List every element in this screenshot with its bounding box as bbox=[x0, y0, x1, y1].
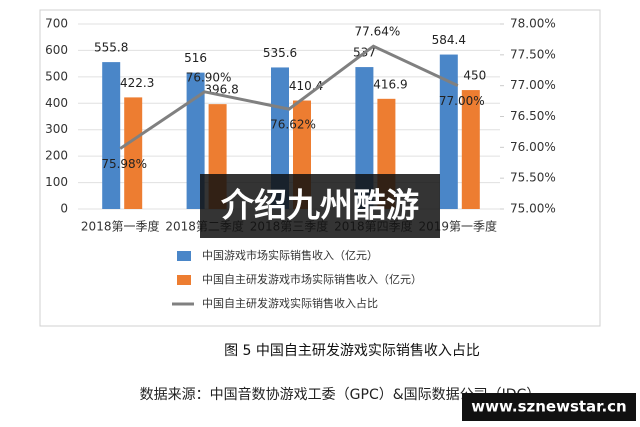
watermark: www.sznewstar.cn bbox=[471, 398, 626, 416]
source: 数据来源：中国音数协游戏工委（GPC）&国际数据公司（IDC） bbox=[140, 386, 541, 403]
line-value-label: 75.98% bbox=[101, 157, 147, 171]
bar bbox=[124, 97, 143, 209]
value-label: 416.9 bbox=[373, 77, 407, 91]
y2-tick-label: 75.00% bbox=[510, 202, 556, 216]
legend-label: 中国自主研发游戏市场实际销售收入（亿元） bbox=[202, 272, 422, 286]
value-label: 422.3 bbox=[120, 76, 154, 90]
line-value-label: 77.64% bbox=[355, 25, 401, 39]
watermark-box bbox=[462, 393, 636, 421]
caption: 图 5 中国自主研发游戏实际销售收入占比 bbox=[224, 343, 480, 359]
y2-tick-label: 75.50% bbox=[510, 171, 556, 185]
value-label: 555.8 bbox=[94, 41, 128, 55]
legend-swatch bbox=[177, 251, 191, 261]
y2-tick-label: 76.50% bbox=[510, 109, 556, 123]
bar bbox=[355, 67, 374, 209]
y-tick-label: 300 bbox=[45, 122, 68, 136]
bar bbox=[461, 90, 480, 209]
y2-tick-label: 76.00% bbox=[510, 140, 556, 154]
bar bbox=[271, 67, 289, 209]
line-value-label: 77.00% bbox=[439, 94, 485, 108]
x-tick-label: 2018第一季度 bbox=[81, 219, 160, 234]
legend-swatch bbox=[177, 275, 191, 285]
y-tick-label: 0 bbox=[60, 202, 68, 216]
value-label: 516 bbox=[184, 51, 207, 65]
y2-tick-label: 77.50% bbox=[510, 47, 556, 61]
value-label: 535.6 bbox=[263, 46, 297, 60]
y-tick-label: 600 bbox=[45, 43, 68, 57]
y-tick-label: 700 bbox=[45, 17, 68, 31]
line bbox=[119, 44, 459, 150]
value-label: 584.4 bbox=[432, 33, 466, 47]
overlay-box bbox=[200, 174, 440, 238]
line-value-label: 76.90% bbox=[186, 70, 232, 84]
y-tick-label: 400 bbox=[45, 96, 68, 110]
y2-tick-label: 77.00% bbox=[510, 78, 556, 92]
y-tick-label: 200 bbox=[45, 149, 68, 163]
legend-label: 中国自主研发游戏实际销售收入占比 bbox=[202, 296, 378, 310]
bar bbox=[102, 62, 121, 209]
line-value-label: 76.62% bbox=[270, 118, 316, 132]
bar bbox=[439, 54, 458, 210]
overlay-text: 介绍九州酷游 bbox=[221, 186, 419, 225]
y-tick-label: 500 bbox=[45, 69, 68, 83]
y-tick-label: 100 bbox=[45, 175, 68, 189]
value-label: 450 bbox=[463, 69, 486, 83]
y2-tick-label: 78.00% bbox=[510, 17, 556, 31]
legend-label: 中国游戏市场实际销售收入（亿元） bbox=[202, 248, 378, 262]
